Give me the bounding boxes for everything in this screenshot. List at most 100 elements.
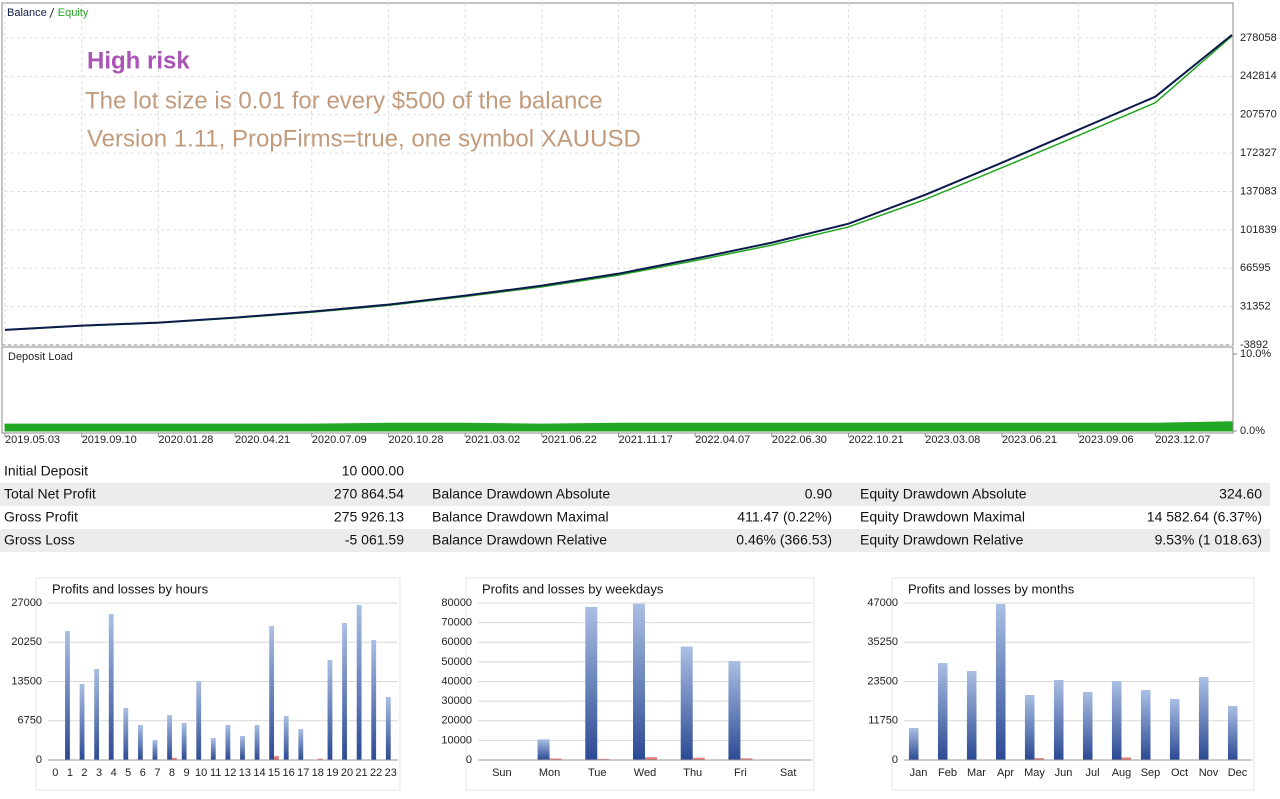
y-tick-label: 50000 xyxy=(441,656,472,668)
annotation: High risk xyxy=(87,47,190,74)
x-tick-label: 2023.03.08 xyxy=(925,434,980,446)
y-tick-label: 40000 xyxy=(441,675,472,687)
legend-entry: Balance xyxy=(7,7,47,19)
stat-value: 0.90 xyxy=(805,486,832,502)
y-tick-label: 20250 xyxy=(11,636,42,648)
y-tick-label: 47000 xyxy=(867,597,898,609)
x-tick-label: 2022.10.21 xyxy=(849,434,904,446)
y-tick-label: 31352 xyxy=(1240,301,1271,313)
y-tick-label: 70000 xyxy=(441,617,472,629)
bar xyxy=(79,684,85,760)
bar xyxy=(537,739,550,760)
bar xyxy=(94,668,100,760)
stat-value: 275 926.13 xyxy=(334,509,404,525)
y-tick-label: 0 xyxy=(892,754,898,766)
x-tick-label: Jun xyxy=(1055,767,1073,779)
stat-label: Gross Profit xyxy=(4,509,78,525)
x-tick-label: 18 xyxy=(312,767,324,779)
bar xyxy=(937,662,948,760)
stat-label: Initial Deposit xyxy=(4,463,88,479)
x-tick-label: 4 xyxy=(111,767,117,779)
x-tick-label: 7 xyxy=(154,767,160,779)
bar xyxy=(274,755,279,760)
bar xyxy=(549,758,562,760)
bar xyxy=(1121,757,1132,760)
stat-value: 411.47 (0.22%) xyxy=(737,509,832,525)
stat-label: Balance Drawdown Relative xyxy=(432,532,607,548)
stat-label: Balance Drawdown Absolute xyxy=(432,486,610,502)
y-tick-label: 80000 xyxy=(441,597,472,609)
x-tick-label: 16 xyxy=(283,767,295,779)
x-tick-label: 20 xyxy=(341,767,353,779)
series-line xyxy=(4,34,1233,331)
panel-title: Deposit Load xyxy=(8,351,73,363)
x-tick-label: 22 xyxy=(370,767,382,779)
x-tick-label: 2021.03.02 xyxy=(465,434,520,446)
bar xyxy=(1169,699,1180,760)
bar xyxy=(298,729,304,760)
bar xyxy=(633,603,645,760)
bar xyxy=(1140,689,1151,760)
x-tick-label: 2020.10.28 xyxy=(388,434,443,446)
x-tick-label: 1 xyxy=(67,767,73,779)
y-tick-label: 23500 xyxy=(867,675,898,687)
bar xyxy=(225,724,231,760)
bar xyxy=(254,724,260,760)
bar xyxy=(371,639,377,760)
y-tick-label: 20000 xyxy=(441,715,472,727)
y-tick-label: 207570 xyxy=(1240,109,1277,121)
bar xyxy=(181,723,187,760)
stat-value: 324.60 xyxy=(1219,486,1262,502)
bar xyxy=(585,606,598,760)
bar xyxy=(327,659,333,760)
x-tick-label: Mon xyxy=(539,767,560,779)
stat-value: 270 864.54 xyxy=(334,486,404,502)
x-tick-label: 2 xyxy=(81,767,87,779)
y-tick-label: 137083 xyxy=(1240,185,1277,197)
bar xyxy=(317,758,323,760)
chart-frame xyxy=(465,577,815,791)
bar xyxy=(108,613,114,760)
bar xyxy=(1053,679,1064,760)
y-tick-label: 0.0% xyxy=(1240,425,1265,437)
bar xyxy=(1227,705,1238,760)
bar xyxy=(692,757,705,760)
x-tick-label: Jul xyxy=(1085,767,1099,779)
chart-frame xyxy=(891,577,1255,791)
x-tick-label: 11 xyxy=(210,767,221,779)
x-tick-label: 0 xyxy=(52,767,58,779)
x-tick-label: 5 xyxy=(125,767,131,779)
legend-entry: Equity xyxy=(58,7,89,19)
balance-panel xyxy=(1,2,1234,346)
chart-frame xyxy=(35,577,401,791)
x-tick-label: 8 xyxy=(169,767,175,779)
bar xyxy=(966,671,977,760)
bar xyxy=(1198,676,1209,760)
stat-label: Balance Drawdown Maximal xyxy=(432,509,609,525)
legend-separator xyxy=(49,7,55,19)
x-tick-label: 2021.06.22 xyxy=(542,434,597,446)
x-tick-label: 21 xyxy=(355,767,367,779)
x-tick-label: Oct xyxy=(1171,767,1188,779)
x-tick-label: 14 xyxy=(253,767,265,779)
bar xyxy=(342,623,347,760)
y-tick-label: 101839 xyxy=(1240,224,1277,236)
stat-label: Equity Drawdown Maximal xyxy=(860,509,1025,525)
x-tick-label: 2020.01.28 xyxy=(158,434,213,446)
stat-value: -5 061.59 xyxy=(345,532,404,548)
x-tick-label: 13 xyxy=(239,767,251,779)
x-tick-label: Apr xyxy=(997,767,1014,779)
x-tick-label: 2021.11.17 xyxy=(619,434,673,446)
bar xyxy=(210,738,216,760)
x-tick-label: 2019.05.03 xyxy=(5,434,60,446)
bar xyxy=(167,714,172,760)
stat-label: Total Net Profit xyxy=(4,486,96,502)
stat-value: 14 582.64 (6.37%) xyxy=(1147,509,1262,525)
x-tick-label: 2020.04.21 xyxy=(235,434,290,446)
y-tick-label: 13500 xyxy=(11,675,42,687)
stat-value: 9.53% (1 018.63) xyxy=(1155,532,1262,548)
x-tick-label: 2020.07.09 xyxy=(312,434,367,446)
deposit-panel xyxy=(1,346,1234,434)
bar xyxy=(908,727,919,760)
bar xyxy=(1024,694,1035,760)
